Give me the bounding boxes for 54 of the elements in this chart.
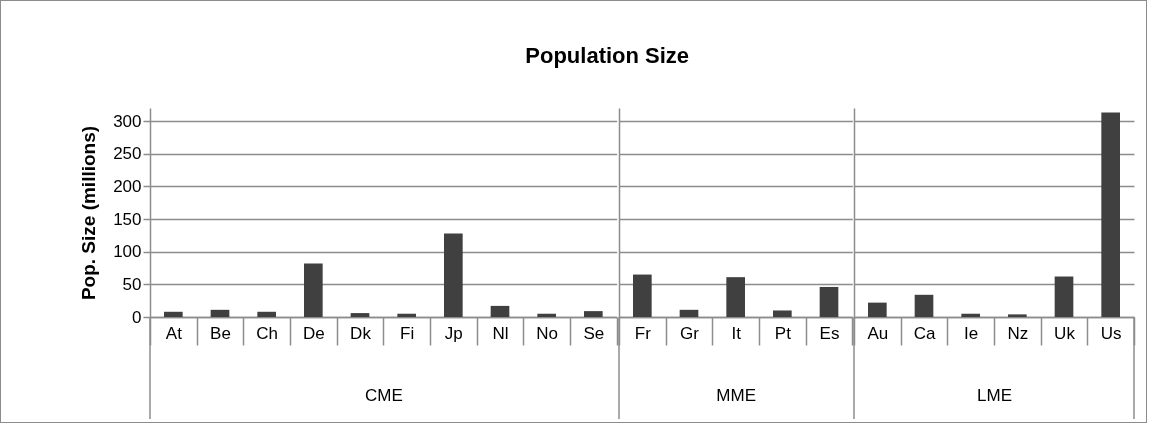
bar — [1054, 276, 1074, 317]
x-tick-label: No — [536, 323, 559, 343]
bar — [868, 302, 887, 317]
x-tick-label: Uk — [1054, 323, 1076, 343]
bar — [726, 277, 745, 317]
y-tick-label: 0 — [132, 307, 142, 327]
x-tick-label: Pt — [774, 323, 792, 343]
bar — [584, 311, 603, 317]
x-tick-label: Se — [583, 323, 605, 343]
y-tick-label: 300 — [113, 111, 142, 131]
bar — [490, 305, 510, 317]
x-tick-label: Be — [210, 323, 231, 343]
x-tick-label: Nz — [1007, 323, 1029, 343]
bar — [164, 311, 183, 317]
y-tick-label: 100 — [113, 242, 142, 262]
chart-title: Population Size — [525, 43, 690, 68]
x-axis-title: MME — [716, 386, 756, 406]
x-axis-title: CME — [364, 386, 403, 406]
y-tick-label: 50 — [122, 274, 142, 294]
bar — [444, 233, 463, 317]
x-tick-label: Gr — [680, 323, 700, 343]
x-tick-label: Es — [819, 323, 840, 343]
x-tick-label: Ie — [964, 323, 979, 343]
x-tick-label: Ca — [913, 323, 936, 343]
y-tick-label: 150 — [113, 209, 142, 229]
bar — [1101, 112, 1120, 317]
x-tick-label: Au — [867, 323, 889, 343]
bar — [914, 294, 934, 317]
x-tick-label: Fr — [634, 323, 652, 343]
x-tick-label: Us — [1100, 323, 1122, 343]
bar — [961, 313, 980, 317]
x-axis-title: LME — [977, 386, 1012, 406]
x-tick-label: At — [165, 323, 183, 343]
x-tick-label: Jp — [444, 323, 463, 343]
x-tick-label: Fi — [400, 323, 415, 343]
bar — [679, 309, 699, 317]
x-tick-label: Ch — [256, 323, 279, 343]
x-tick-label: Nl — [492, 323, 509, 343]
bar — [304, 263, 323, 317]
bar — [633, 274, 652, 317]
x-tick-label: De — [302, 323, 325, 343]
x-tick-label: Dk — [350, 323, 372, 343]
bar — [257, 311, 276, 317]
y-axis-title: Pop. Size (millions) — [78, 125, 100, 301]
bar — [397, 313, 416, 317]
bar — [1008, 314, 1027, 317]
bar — [350, 313, 370, 317]
y-tick-label: 250 — [113, 144, 142, 164]
y-tick-label: 200 — [113, 176, 142, 196]
x-tick-label: It — [731, 323, 742, 343]
bar — [819, 286, 839, 317]
bar — [210, 309, 230, 317]
bar — [773, 310, 792, 317]
bar — [537, 313, 556, 317]
